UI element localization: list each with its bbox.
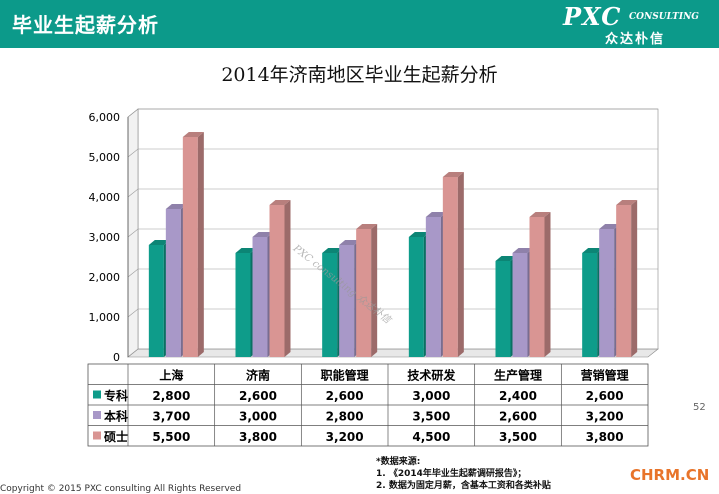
site-watermark: CHRM.CN — [630, 466, 710, 484]
table-cell: 3,000 — [239, 410, 277, 424]
table-cell: 2,800 — [326, 410, 364, 424]
y-tick-label: 2,000 — [89, 271, 121, 284]
legend-swatch-专科 — [93, 390, 101, 399]
y-tick-label: 5,000 — [89, 151, 121, 164]
y-tick-label: 3,000 — [89, 231, 121, 244]
table-cell: 3,000 — [412, 389, 450, 403]
logo-main: PXC — [563, 2, 622, 31]
table-cell: 3,500 — [499, 430, 537, 444]
copyright: Copyright © 2015 PXC consulting All Righ… — [0, 484, 242, 494]
page-title: 毕业生起薪分析 — [12, 13, 159, 37]
notes-title: *数据来源: — [376, 457, 421, 467]
category-label: 技术研发 — [407, 368, 456, 383]
legend-label: 专科 — [104, 388, 128, 403]
gridline — [127, 268, 658, 278]
gridline — [127, 108, 658, 118]
legend-swatch-硕士 — [93, 431, 101, 440]
chart-title: 2014年济南地区毕业生起薪分析 — [221, 64, 498, 86]
table-cell: 4,500 — [412, 430, 450, 444]
gridline — [127, 228, 658, 238]
y-tick-label: 0 — [113, 351, 120, 364]
gridline — [127, 308, 658, 318]
table-cell: 3,800 — [239, 430, 277, 444]
table-cell: 3,200 — [326, 430, 364, 444]
table-cell: 2,600 — [499, 410, 537, 424]
table-cell: 2,400 — [499, 389, 537, 403]
legend-label: 本科 — [104, 409, 128, 424]
category-label: 上海 — [159, 368, 183, 383]
bar-硕士-职能管理 — [356, 224, 378, 357]
table-cell: 2,600 — [239, 389, 277, 403]
table-cell: 5,500 — [152, 430, 190, 444]
header-bar: 毕业生起薪分析 PXC CONSULTING 众达朴信 — [0, 0, 719, 48]
bar-硕士-济南 — [269, 200, 291, 357]
category-label: 济南 — [246, 368, 270, 383]
note-item: 2. 数据为固定月薪，含基本工资和各类补贴 — [376, 481, 551, 491]
table-cell: 3,500 — [412, 410, 450, 424]
logo-sub: CONSULTING — [629, 12, 699, 22]
table-cell: 2,800 — [152, 389, 190, 403]
gridline — [127, 148, 658, 158]
bar-硕士-营销管理 — [616, 200, 638, 357]
table-cell: 2,600 — [326, 389, 364, 403]
category-label: 营销管理 — [581, 368, 629, 383]
logo-cn: 众达朴信 — [605, 32, 666, 47]
chart-floor — [127, 348, 659, 358]
source-notes: *数据来源: 1. 《2014年毕业生起薪调研报告》； 2. 数据为固定月薪，含… — [376, 456, 551, 492]
company-logo: PXC CONSULTING 众达朴信 — [563, 2, 713, 47]
table-cell: 3,700 — [152, 410, 190, 424]
note-item: 1. 《2014年毕业生起薪调研报告》； — [376, 469, 527, 479]
gridline — [127, 348, 658, 358]
y-tick-label: 4,000 — [89, 191, 121, 204]
category-label: 生产管理 — [494, 368, 542, 383]
bar-硕士-技术研发 — [442, 172, 464, 357]
page-number: 52 — [693, 402, 706, 413]
table-cell: 3,800 — [586, 430, 624, 444]
bar-硕士-上海 — [182, 132, 204, 357]
y-tick-label: 6,000 — [89, 111, 121, 124]
category-label: 职能管理 — [321, 368, 369, 383]
table-cell: 2,600 — [586, 389, 624, 403]
legend-label: 硕士 — [104, 429, 128, 444]
gridline — [127, 188, 658, 198]
legend-swatch-本科 — [93, 411, 101, 419]
y-tick-label: 1,000 — [89, 311, 121, 324]
table-cell: 3,200 — [586, 410, 624, 424]
bar-硕士-生产管理 — [529, 212, 551, 357]
